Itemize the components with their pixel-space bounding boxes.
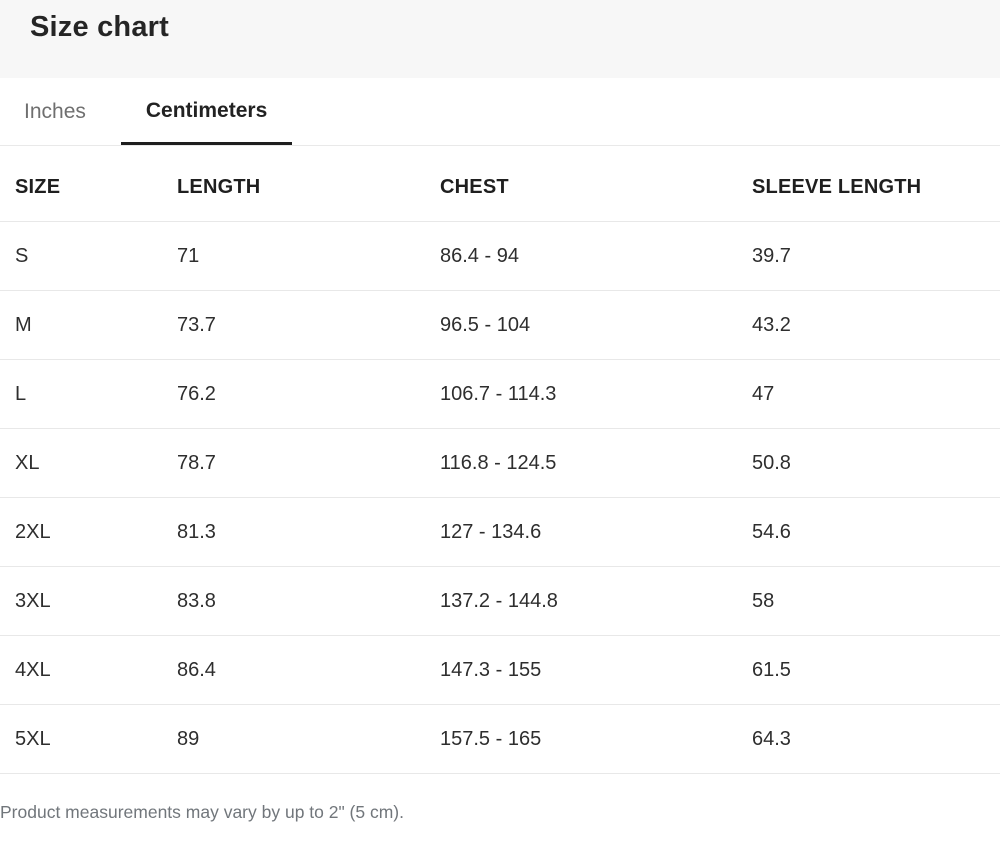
size-cell: 2XL (15, 521, 51, 543)
chest-cell: 137.2 - 144.8 (440, 590, 558, 612)
page-title: Size chart (30, 11, 169, 43)
chest-cell: 86.4 - 94 (440, 245, 519, 267)
chest-cell: 147.3 - 155 (440, 659, 542, 681)
chest-cell: 116.8 - 124.5 (440, 452, 557, 474)
measurement-note: Product measurements may vary by up to 2… (0, 802, 404, 822)
header: Size chart (0, 0, 1000, 78)
column-header-chest: CHEST (440, 176, 509, 198)
sleeve-cell: 61.5 (752, 659, 791, 681)
size-cell: L (15, 383, 27, 405)
length-cell: 86.4 (177, 659, 216, 681)
size-cell: 3XL (15, 590, 51, 612)
sleeve-cell: 54.6 (752, 521, 791, 543)
table-row: XL 78.7 116.8 - 124.5 50.8 (0, 428, 1000, 498)
chest-cell: 106.7 - 114.3 (440, 383, 557, 405)
chest-cell: 127 - 134.6 (440, 521, 542, 543)
length-cell: 83.8 (177, 590, 216, 612)
length-cell: 89 (177, 728, 200, 750)
size-cell: S (15, 245, 29, 267)
size-cell: M (15, 314, 32, 336)
size-cell: 5XL (15, 728, 51, 750)
chest-cell: 96.5 - 104 (440, 314, 531, 336)
length-cell: 76.2 (177, 383, 216, 405)
unit-tabs: Inches Centimeters (0, 78, 1000, 146)
size-cell: XL (15, 452, 40, 474)
size-table-body: S 71 86.4 - 94 39.7 M 73.7 96.5 - 104 43.2 L 76.2… (0, 221, 1000, 774)
table-row: 3XL 83.8 137.2 - 144.8 58 (0, 566, 1000, 636)
column-header-length: LENGTH (177, 176, 261, 198)
length-cell: 78.7 (177, 452, 216, 474)
sleeve-cell: 47 (752, 383, 775, 405)
chest-cell: 157.5 - 165 (440, 728, 542, 750)
sleeve-cell: 64.3 (752, 728, 791, 750)
table-row: M 73.7 96.5 - 104 43.2 (0, 290, 1000, 360)
sleeve-cell: 43.2 (752, 314, 791, 336)
sleeve-cell: 39.7 (752, 245, 791, 267)
table-row: 5XL 89 157.5 - 165 64.3 (0, 704, 1000, 774)
table-row: 4XL 86.4 147.3 - 155 61.5 (0, 635, 1000, 705)
length-cell: 73.7 (177, 314, 216, 336)
table-row: L 76.2 106.7 - 114.3 47 (0, 359, 1000, 429)
size-cell: 4XL (15, 659, 51, 681)
header-row: SIZE LENGTH CHEST SLEEVE LENGTH (0, 146, 1000, 222)
column-header-size: SIZE (15, 176, 61, 198)
tab-inches[interactable]: Inches (0, 78, 110, 145)
table-row: 2XL 81.3 127 - 134.6 54.6 (0, 497, 1000, 567)
length-cell: 81.3 (177, 521, 216, 543)
size-table: SIZE LENGTH CHEST SLEEVE LENGTH S 71 86.4 … (0, 146, 1000, 774)
column-header-sleeve-length: SLEEVE LENGTH (752, 176, 922, 198)
size-table-header: SIZE LENGTH CHEST SLEEVE LENGTH (0, 146, 1000, 222)
sleeve-cell: 58 (752, 590, 775, 612)
tab-centimeters[interactable]: Centimeters (120, 78, 293, 145)
length-cell: 71 (177, 245, 200, 267)
sleeve-cell: 50.8 (752, 452, 791, 474)
table-row: S 71 86.4 - 94 39.7 (0, 221, 1000, 291)
